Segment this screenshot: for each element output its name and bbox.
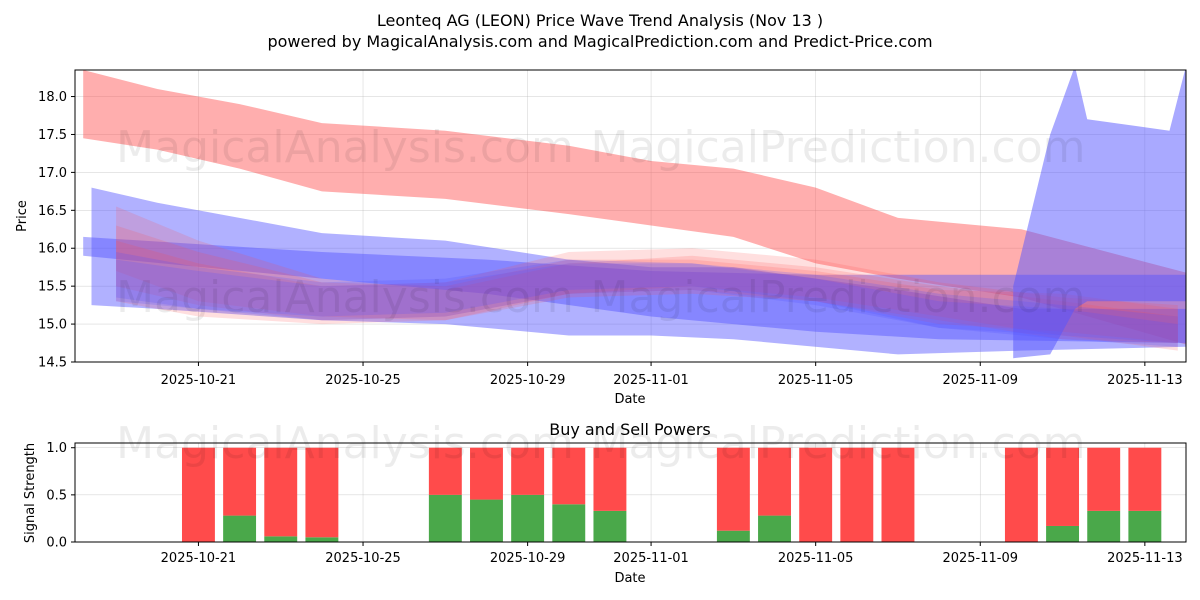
price-xtick-label-2: 2025-10-29 [490, 373, 566, 388]
price-ytick-label-2: 15.5 [38, 280, 67, 295]
price-ytick-label-4: 16.5 [38, 204, 67, 219]
chart-title-line2: powered by MagicalAnalysis.com and Magic… [267, 32, 932, 51]
buy-bar-2025-10-22 [223, 515, 257, 542]
sell-bar-2025-10-21 [181, 447, 215, 542]
sell-bar-2025-11-07 [881, 447, 915, 542]
chart-title-line1: Leonteq AG (LEON) Price Wave Trend Analy… [377, 11, 823, 30]
price-ytick-label-7: 18.0 [38, 90, 67, 105]
signal-ytick-label-1: 0.5 [46, 488, 67, 503]
buy-bar-2025-10-24 [305, 537, 339, 542]
sell-bar-2025-11-06 [840, 447, 874, 542]
signal-chart-title: Buy and Sell Powers [549, 420, 711, 439]
signal-ytick-label-0: 0.0 [46, 536, 67, 551]
wave-band-blue-8 [1013, 70, 1186, 359]
sell-bar-2025-10-22 [223, 447, 257, 516]
wave-band-blue-2 [83, 236, 1186, 343]
buy-bar-2025-10-27 [428, 494, 462, 542]
signal-xtick-label-6: 2025-11-13 [1107, 551, 1183, 566]
wave-band-red-4 [116, 206, 1178, 351]
price-ytick-label-6: 17.5 [38, 128, 67, 143]
sell-bar-2025-10-30 [552, 447, 586, 505]
buy-bar-2025-11-13 [1128, 510, 1162, 542]
sell-bar-2025-10-27 [428, 447, 462, 495]
signal-xtick-label-1: 2025-10-25 [325, 551, 401, 566]
buy-bar-2025-11-11 [1046, 525, 1080, 542]
buy-bar-2025-10-23 [264, 536, 298, 542]
watermark-prediction-mid: MagicalPrediction.com [591, 272, 1086, 323]
price-x-axis-label: Date [614, 392, 645, 407]
price-xtick-label-4: 2025-11-05 [778, 373, 854, 388]
sell-bar-2025-11-12 [1087, 447, 1121, 511]
signal-xtick-label-0: 2025-10-21 [161, 551, 237, 566]
wave-band-red-5 [116, 225, 1178, 343]
price-axis-ticks: 2025-10-21 2025-10-25 2025-10-29 2025-11-01… [38, 90, 1183, 388]
signal-xtick-label-4: 2025-11-05 [778, 551, 854, 566]
signal-bars [181, 447, 1162, 542]
watermark-prediction-top: MagicalPrediction.com [591, 122, 1086, 173]
price-wave-bands [83, 70, 1186, 359]
price-chart: MagicalAnalysis.com MagicalPrediction.co… [15, 69, 1187, 407]
signal-x-axis-label: Date [614, 571, 645, 586]
buy-bar-2025-10-29 [511, 494, 545, 542]
signal-axis-ticks: 2025-10-21 2025-10-25 2025-10-29 2025-11-01… [46, 441, 1182, 566]
price-xtick-label-0: 2025-10-21 [161, 373, 237, 388]
buy-bar-2025-10-30 [552, 504, 586, 542]
price-xtick-label-6: 2025-11-13 [1107, 373, 1183, 388]
price-ytick-label-1: 15.0 [38, 318, 67, 333]
signal-y-axis-label: Signal Strength [23, 443, 38, 543]
sell-bar-2025-10-28 [470, 447, 503, 500]
signal-ytick-label-2: 1.0 [46, 441, 67, 456]
signal-chart: Buy and Sell Powers MagicalAnalysis.com … [23, 418, 1187, 586]
signal-xtick-label-3: 2025-11-01 [613, 551, 689, 566]
sell-bar-2025-11-03 [716, 447, 750, 531]
sell-bar-2025-11-04 [758, 447, 791, 516]
watermark-analysis-mid: MagicalAnalysis.com [116, 272, 574, 323]
price-ytick-label-3: 16.0 [38, 242, 67, 257]
price-y-axis-label: Price [15, 200, 30, 232]
signal-xtick-label-5: 2025-11-09 [942, 551, 1018, 566]
watermark-analysis-top: MagicalAnalysis.com [116, 122, 574, 173]
buy-bar-2025-10-31 [593, 510, 627, 542]
sell-bar-2025-10-23 [264, 447, 298, 537]
wave-band-blue-7 [116, 259, 1178, 347]
sell-bar-2025-11-13 [1128, 447, 1162, 511]
price-ytick-label-0: 14.5 [38, 356, 67, 371]
sell-bar-2025-10-31 [593, 447, 627, 511]
wave-band-red-0 [83, 70, 1186, 345]
sell-bar-2025-10-24 [305, 447, 339, 538]
signal-plot-frame [74, 442, 1187, 543]
buy-bar-2025-11-03 [716, 530, 750, 542]
price-plot-frame [74, 69, 1187, 363]
buy-bar-2025-11-12 [1087, 510, 1121, 542]
price-gridlines [75, 70, 1186, 363]
price-xtick-label-3: 2025-11-01 [613, 373, 689, 388]
signal-xtick-label-2: 2025-10-29 [490, 551, 566, 566]
sell-bar-2025-11-11 [1046, 447, 1080, 526]
wave-band-blue-1 [91, 187, 1186, 355]
wave-band-red-3 [116, 240, 1178, 343]
price-ytick-label-5: 17.0 [38, 166, 67, 181]
sell-bar-2025-11-10 [1004, 447, 1038, 542]
price-xtick-label-5: 2025-11-09 [942, 373, 1018, 388]
buy-bar-2025-10-28 [470, 499, 503, 542]
wave-band-blue-6 [116, 252, 1178, 343]
sell-bar-2025-11-05 [799, 447, 833, 542]
sell-bar-2025-10-29 [511, 447, 545, 495]
price-xtick-label-1: 2025-10-25 [325, 373, 401, 388]
buy-bar-2025-11-04 [758, 515, 791, 542]
